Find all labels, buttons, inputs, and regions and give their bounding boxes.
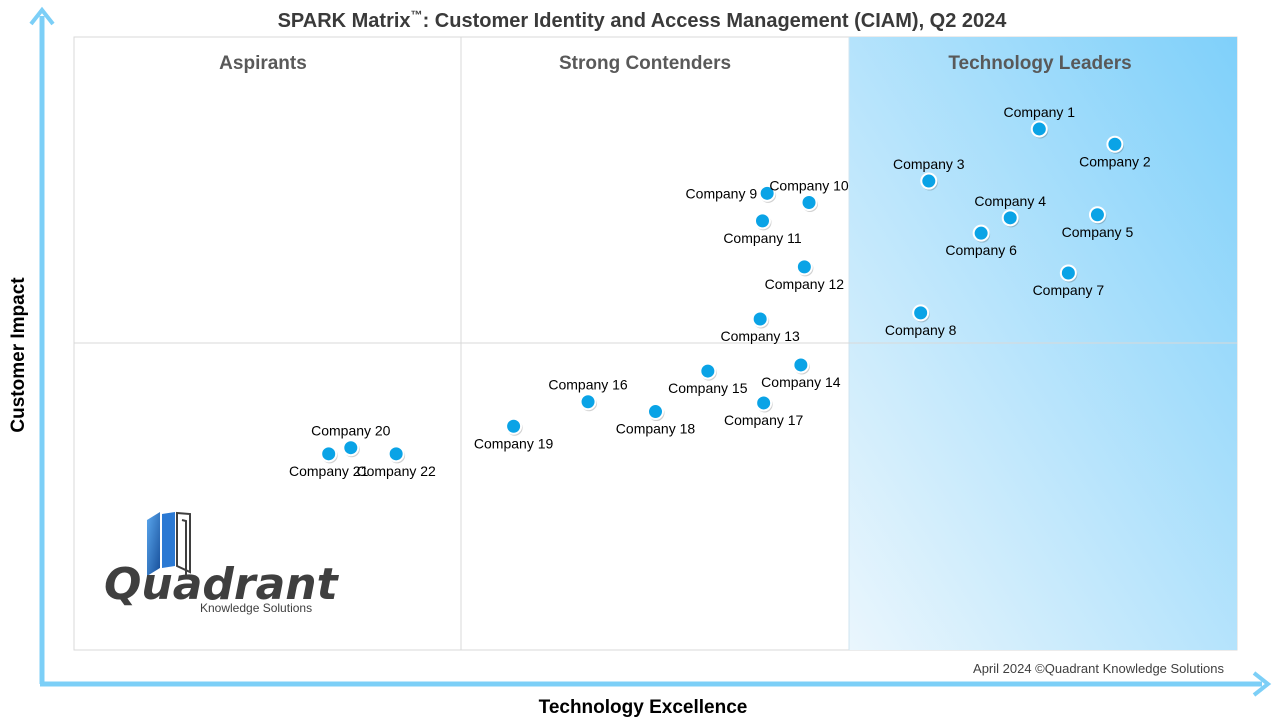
data-point-company-1 [1030,120,1049,139]
data-point-marker [1059,264,1077,282]
data-point-company-18 [647,403,665,422]
data-label-company-22: Company 22 [356,463,436,479]
data-point-company-11 [753,212,772,231]
data-label-company-18: Company 18 [616,421,696,437]
data-point-company-19 [505,417,523,436]
data-point-marker [912,304,930,322]
data-point-marker [579,393,597,411]
data-label-company-15: Company 15 [668,380,748,396]
data-point-marker [795,258,813,276]
data-point-marker [505,417,523,435]
data-point-marker [758,184,776,202]
y-axis-arrow [29,6,55,684]
data-point-company-3 [920,172,938,191]
data-label-company-8: Company 8 [885,322,957,338]
logo-wordmark: Quadrant [104,559,340,610]
data-label-company-5: Company 5 [1062,224,1134,240]
data-points-layer [320,120,1124,464]
data-point-company-10 [800,194,819,213]
data-point-company-20 [342,439,360,458]
data-point-company-7 [1059,264,1078,283]
data-point-marker [1001,209,1019,227]
data-point-marker [320,445,338,463]
data-point-company-12 [795,258,814,277]
data-point-company-15 [699,362,717,381]
x-axis-label: Technology Excellence [539,697,748,718]
data-point-marker [800,194,818,212]
data-point-company-13 [751,310,770,329]
data-label-company-1: Company 1 [1003,104,1075,120]
data-label-company-10: Company 10 [769,178,849,194]
data-point-marker [753,212,771,230]
data-point-marker [792,356,810,374]
data-label-company-9: Company 9 [686,185,758,201]
data-point-company-17 [755,394,773,413]
data-label-company-2: Company 2 [1079,153,1151,169]
data-point-company-4 [1001,209,1020,228]
data-label-company-11: Company 11 [723,230,802,246]
quadrant-logo: Quadrant Knowledge Solutions [104,511,340,615]
data-label-company-3: Company 3 [893,156,965,172]
data-point-marker [755,394,773,412]
data-point-marker [647,403,664,421]
y-axis-label: Customer Impact [8,277,29,433]
data-point-company-5 [1088,206,1107,225]
data-point-company-2 [1106,135,1124,154]
chart-title-tm: ™ [411,8,423,22]
data-label-company-12: Company 12 [765,276,845,292]
x-axis-arrow [40,671,1272,697]
data-point-company-16 [579,393,598,412]
footer-copyright: April 2024 ©Quadrant Knowledge Solutions [973,661,1224,676]
data-point-marker [699,362,717,380]
data-label-company-16: Company 16 [548,377,628,393]
data-label-company-20: Company 20 [311,423,391,439]
logo-tagline: Knowledge Solutions [200,601,312,615]
chart-title-rest: : Customer Identity and Access Managemen… [423,10,1008,32]
data-point-marker [972,224,990,242]
data-point-company-21 [320,445,338,464]
quadrant-label-technology-leaders: Technology Leaders [948,53,1131,74]
data-label-company-19: Company 19 [474,435,554,451]
book-icon [147,511,191,576]
chart-title-main: SPARK Matrix [278,10,411,32]
data-point-company-9 [758,184,777,203]
data-point-marker [751,310,769,328]
data-point-marker [1106,135,1124,153]
quadrant-label-strong-contenders: Strong Contenders [559,53,731,74]
data-point-company-8 [912,304,930,323]
data-label-company-13: Company 13 [720,328,800,344]
data-labels-layer: Company 1 Company 2 Company 3 Company 4 Comp… [289,104,1151,479]
data-point-marker [342,439,360,457]
data-point-company-6 [972,224,991,243]
data-label-company-7: Company 7 [1033,282,1105,298]
data-label-company-17: Company 17 [724,412,804,428]
data-point-marker [1088,206,1106,224]
data-point-marker [1030,120,1048,138]
data-label-company-4: Company 4 [974,193,1046,209]
quadrant-label-aspirants: Aspirants [219,53,307,74]
data-point-marker [920,172,938,190]
data-label-company-6: Company 6 [945,242,1017,258]
data-label-company-21: Company 21 [289,463,369,479]
data-label-company-14: Company 14 [761,374,841,390]
data-point-marker [387,445,405,463]
data-point-company-22 [387,445,406,464]
chart-title: SPARK Matrix™: Customer Identity and Acc… [278,8,1008,32]
data-point-company-14 [792,356,810,375]
